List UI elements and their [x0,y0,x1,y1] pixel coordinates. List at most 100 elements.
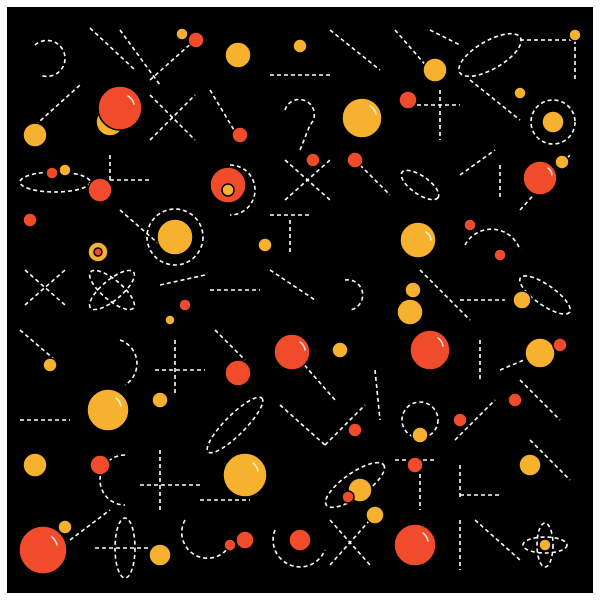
circle [404,281,422,299]
circle [292,38,308,54]
highlight [299,341,306,351]
circle [552,337,568,353]
circle [58,163,72,177]
circle [507,392,523,408]
dashed-arc [272,529,326,568]
highlight [547,167,553,176]
circle [223,538,237,552]
dashed-arc [180,519,231,560]
dashed-line [29,84,81,131]
dashed-line [69,509,111,541]
dashed-line [469,79,521,121]
highlights [51,95,553,546]
dashed-ellipse [324,461,386,509]
dashed-ellipse [114,517,136,579]
dashed-line [24,269,66,306]
circle [409,329,451,371]
dashed-ellipse [400,169,440,201]
dashed-line [459,149,496,176]
circle [231,126,249,144]
circle [224,359,252,387]
dashed-ellipse [522,536,568,554]
dashed-line [214,329,246,361]
dashed-arc [344,279,364,311]
circle [406,456,424,474]
circle [341,490,355,504]
dashed-line [374,369,381,421]
circle [463,218,477,232]
circle [235,530,255,550]
dashed-ellipse [518,275,572,315]
circle [493,248,507,262]
dashed-ellipse [536,522,554,568]
dashed-line [324,404,366,446]
circle [346,151,364,169]
circle [288,528,312,552]
circle [411,426,429,444]
dashed-line [474,519,521,561]
circle [513,86,527,100]
circle [93,247,103,257]
circle [89,454,111,476]
circle [522,160,558,196]
circle [393,523,437,567]
circle [347,422,363,438]
dashed-line [159,274,206,286]
circle [452,412,468,428]
dashed-arc [229,164,256,216]
circle [399,221,437,259]
dashed-line [429,29,461,46]
dashed-line [19,329,56,361]
circle [331,341,349,359]
dashed-line [279,404,326,446]
circle [148,543,172,567]
dashed-arc [284,98,316,151]
circle [151,391,169,409]
circle [18,525,68,575]
circle [257,237,273,253]
circle [538,538,552,552]
dashed-line [284,159,331,201]
circle [224,41,252,69]
dashed-circle [530,99,576,145]
circle [554,154,570,170]
circles [18,27,582,575]
dashed-arc [119,339,138,386]
circle [156,218,194,256]
dashed-line [119,209,161,246]
circle [512,290,532,310]
dashed-line [24,269,66,306]
circle [178,298,192,312]
circle [57,519,73,535]
highlight [422,532,429,542]
dashed-line [209,89,241,141]
highlight [51,536,58,546]
circle [164,314,176,326]
dashed-ellipse [206,396,264,454]
dashed-arc [464,228,521,251]
dashed-ellipse [88,269,136,311]
dashed-line [519,379,561,421]
highlight [115,397,122,407]
circle [398,90,418,110]
circle [305,152,321,168]
highlight [369,105,377,115]
circle [221,183,235,197]
dashed-line [149,39,196,81]
dashed-line [329,29,381,71]
circle [45,166,59,180]
circle [87,177,113,203]
circle [524,337,556,369]
circle [175,27,189,41]
circle [422,57,448,83]
circle [22,212,38,228]
dashed-arc [99,454,126,506]
dashed-line [329,519,371,566]
circle [518,453,542,477]
circle [187,31,205,49]
dashed-line [454,399,496,441]
circle [273,333,311,371]
circle [86,388,130,432]
